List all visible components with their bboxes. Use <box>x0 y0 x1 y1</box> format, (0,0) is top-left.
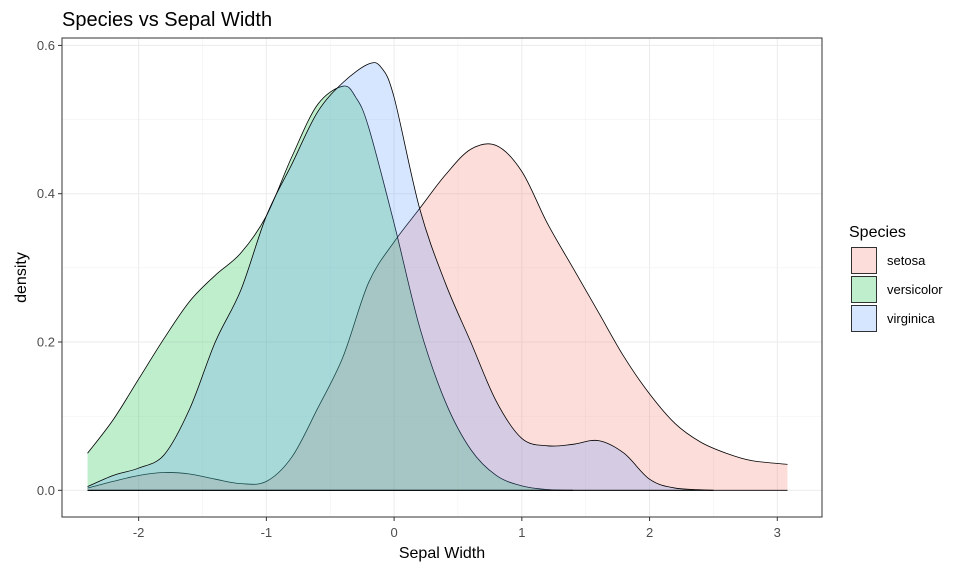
chart-title: Species vs Sepal Width <box>62 9 272 31</box>
legend-key-bg <box>851 305 877 332</box>
density-outline-virginica <box>87 62 714 491</box>
legend: Species setosa versicolor virginica <box>849 224 943 332</box>
legend-label-virginica: virginica <box>887 311 935 326</box>
legend-key-bg <box>851 276 877 303</box>
legend-label-versicolor: versicolor <box>887 282 943 297</box>
x-tick-label: 3 <box>774 525 781 540</box>
legend-label-setosa: setosa <box>887 253 926 268</box>
legend-key-virginica <box>851 305 877 332</box>
area-layer <box>87 62 788 491</box>
density-outline-setosa <box>87 143 788 489</box>
x-tick-label: 0 <box>390 525 397 540</box>
density-area-versicolor <box>87 86 573 491</box>
x-tick-label: -2 <box>133 525 145 540</box>
density-area-virginica <box>87 62 714 491</box>
y-axis-title: density <box>13 252 30 303</box>
y-tick-label: 0.2 <box>37 335 55 350</box>
legend-key-versicolor <box>851 276 877 303</box>
density-area-setosa <box>87 143 788 491</box>
legend-key-setosa <box>851 247 877 274</box>
y-tick-label: 0.4 <box>37 186 55 201</box>
x-axis-title: Sepal Width <box>399 545 485 562</box>
x-tick-label: -1 <box>261 525 273 540</box>
legend-title: Species <box>849 224 906 241</box>
y-tick-label: 0.0 <box>37 483 55 498</box>
panel-border <box>61 37 823 518</box>
grid-layer <box>62 38 822 517</box>
axis-layer: -2 -1 0 1 2 3 0.0 0.2 0.4 0.6 <box>37 38 781 540</box>
x-tick-label: 1 <box>518 525 525 540</box>
x-tick-label: 2 <box>646 525 653 540</box>
legend-key-bg <box>851 247 877 274</box>
y-tick-label: 0.6 <box>37 38 55 53</box>
density-outline-versicolor <box>87 85 573 491</box>
